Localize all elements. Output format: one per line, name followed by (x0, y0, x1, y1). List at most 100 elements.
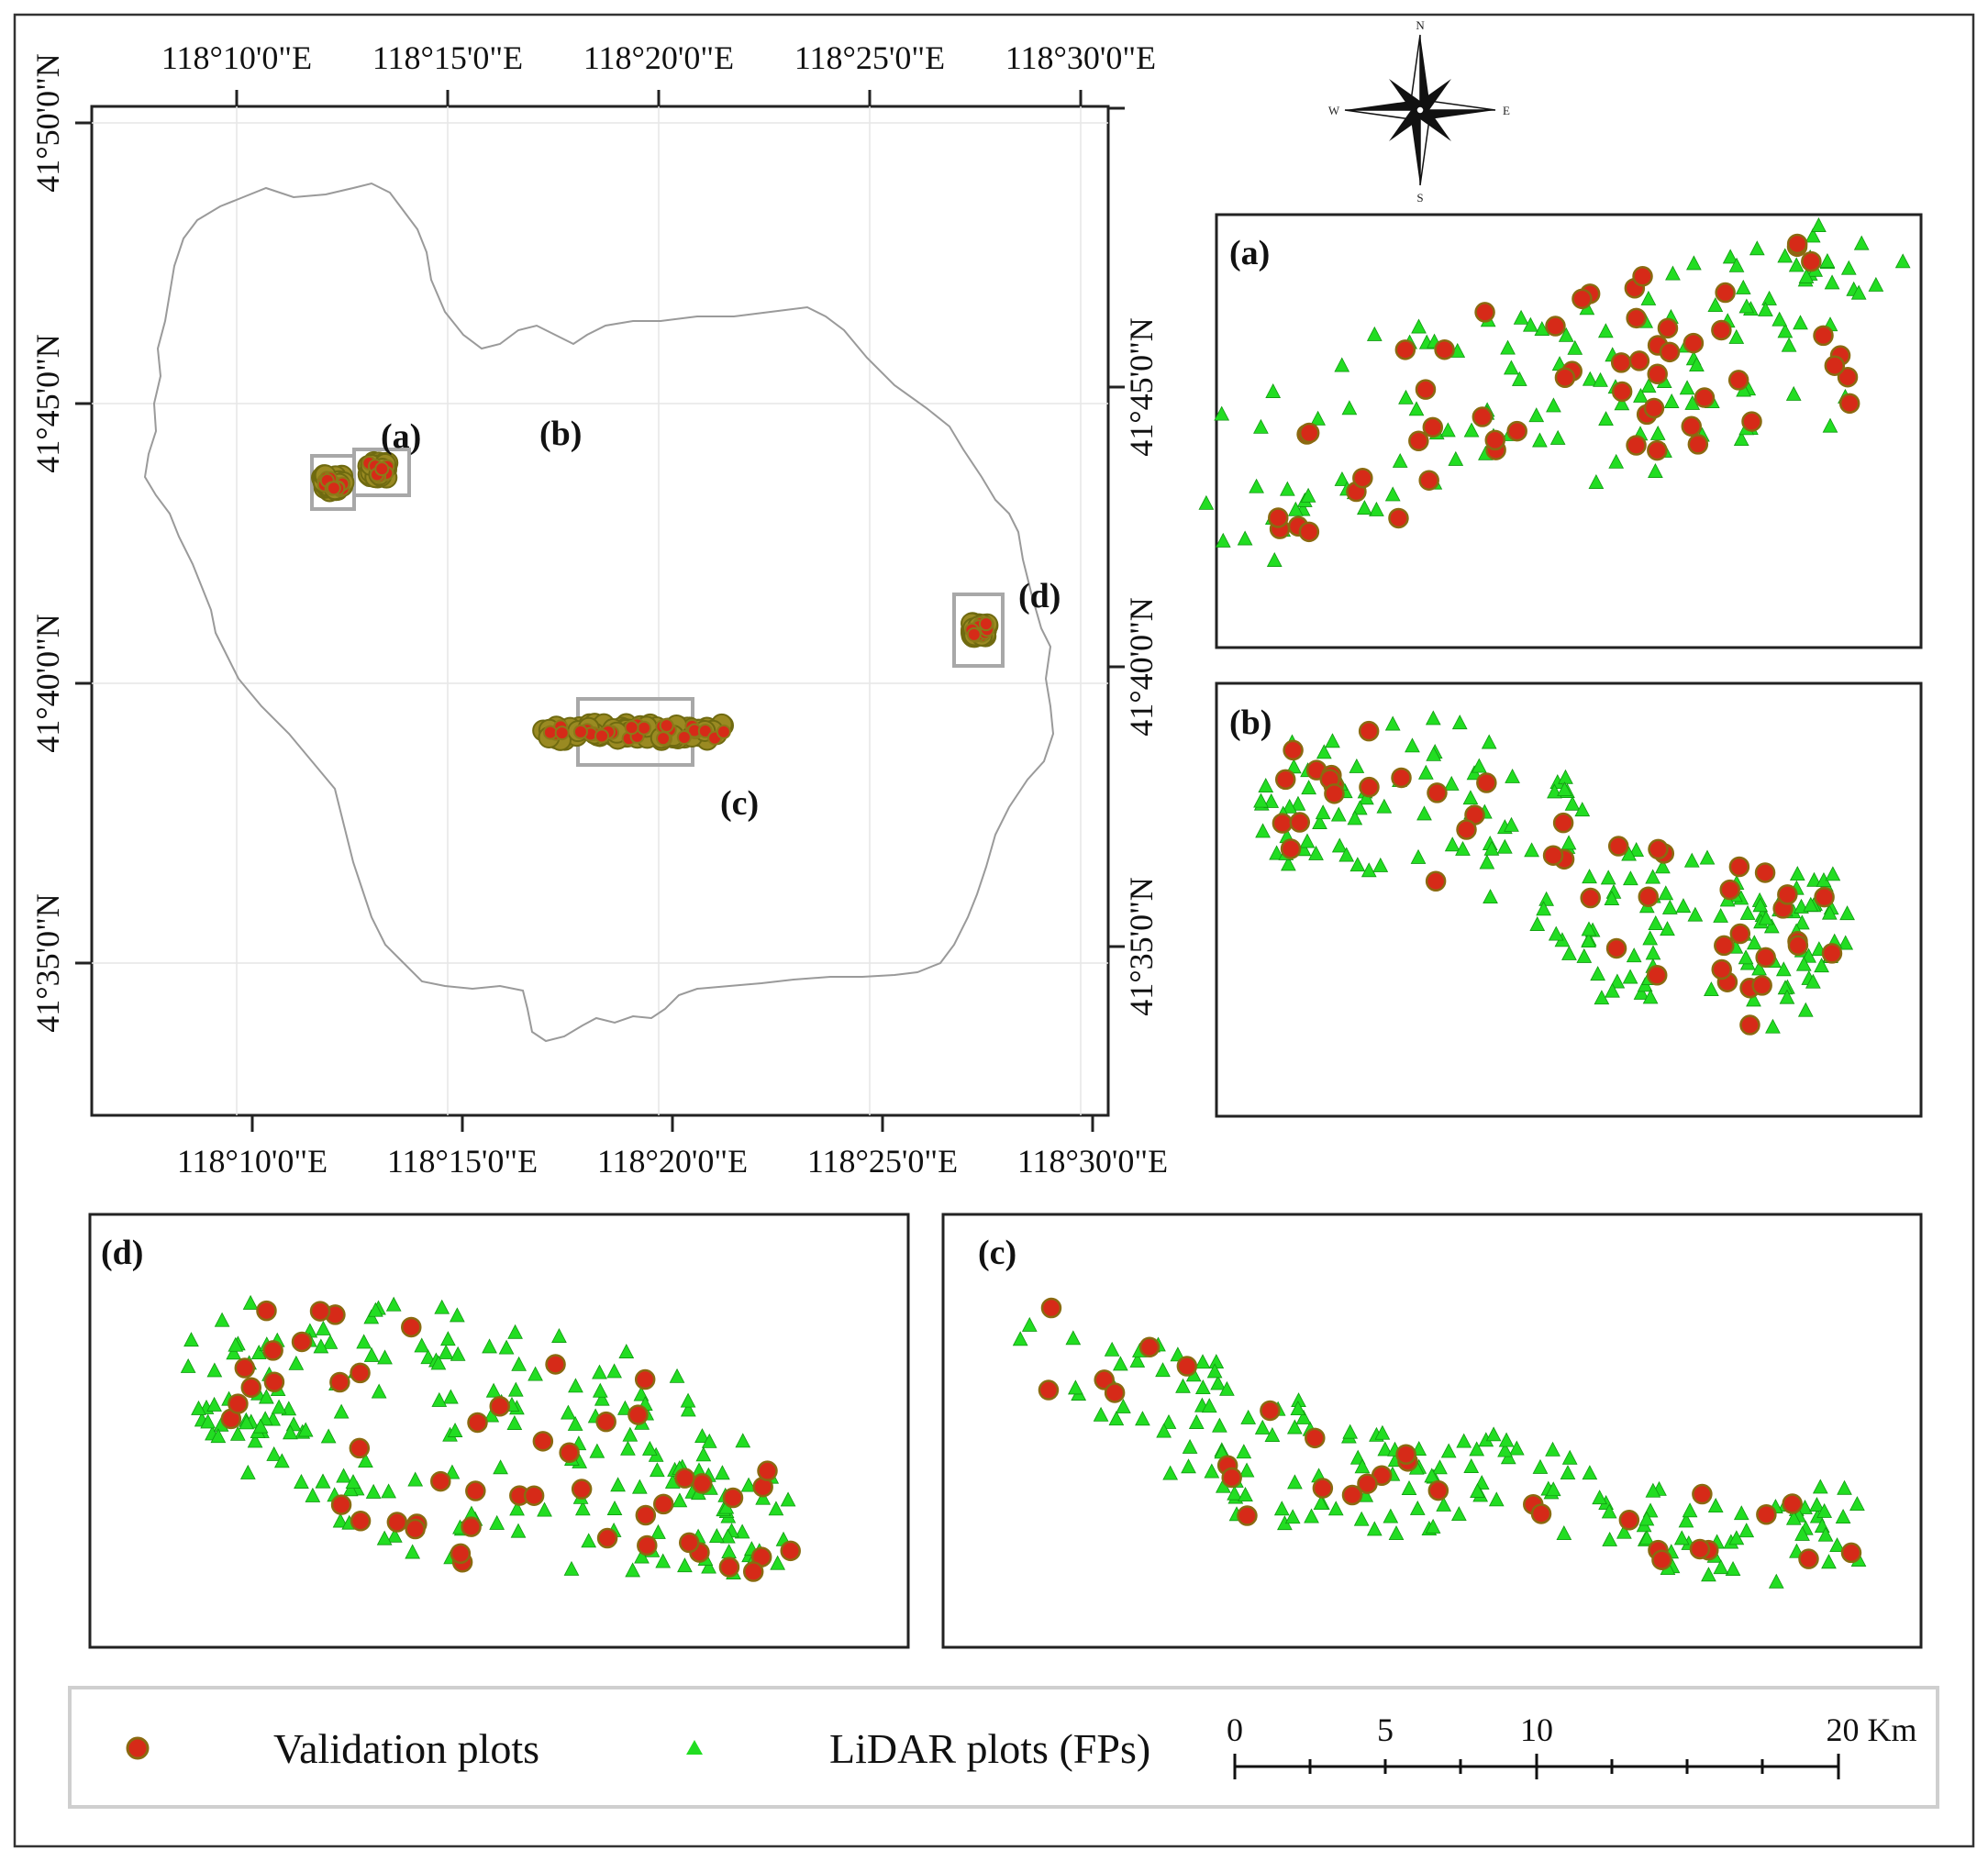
validation-plot-marker (1268, 507, 1289, 528)
validation-plot-marker (1422, 416, 1444, 438)
lidar-plot-marker (1304, 1508, 1319, 1523)
lidar-plot-marker (305, 1487, 321, 1502)
lidar-plot-marker (1524, 842, 1539, 858)
lidar-plot-marker (191, 1400, 206, 1415)
lidar-plot-marker (1777, 248, 1794, 263)
validation-plot-marker (262, 1340, 283, 1361)
validation-plot-marker (1341, 1484, 1363, 1506)
lidar-plot-marker (1410, 848, 1427, 864)
lidar-plot-marker (1068, 1379, 1083, 1395)
inset-c: (c) (941, 1213, 1923, 1649)
lidar-plot-marker (1816, 1502, 1833, 1518)
lidar-plot-marker (1411, 318, 1427, 334)
validation-plot-marker (722, 1487, 744, 1509)
lidar-plot-marker (1479, 854, 1495, 870)
lidar-plot-marker (1805, 973, 1821, 989)
lidar-plot-marker (1206, 1363, 1223, 1379)
lidar-plot-marker (1300, 487, 1316, 503)
lidar-plot-marker (1129, 1352, 1146, 1368)
lidar-plot-marker (229, 1425, 246, 1441)
lidar-plot-marker (1532, 432, 1548, 448)
scale-label-10: 10 (1520, 1711, 1553, 1748)
validation-plot-marker (1648, 838, 1669, 860)
right-tick-label: 41°35'0"N (1123, 877, 1160, 1016)
validation-plot-marker (1040, 1297, 1062, 1319)
cluster-box-a-right (352, 448, 411, 497)
validation-plot-marker (291, 1331, 313, 1353)
validation-plot-marker (1801, 250, 1822, 272)
lidar-plot-marker (365, 1483, 382, 1499)
lidar-plot-marker (1561, 945, 1577, 960)
lidar-plot-marker (371, 1383, 387, 1399)
validation-plot-marker (1777, 884, 1798, 905)
lidar-plot-marker (252, 1418, 269, 1434)
lidar-plot-marker (1794, 1525, 1810, 1541)
validation-plot-marker (1554, 367, 1576, 388)
lidar-plot-marker (239, 1414, 255, 1430)
lidar-plot-marker (1560, 835, 1577, 850)
lidar-plot-marker (606, 1500, 623, 1515)
legend-validation-symbol (126, 1736, 150, 1760)
lidar-plot-marker (1567, 339, 1583, 355)
validation-plot-marker (350, 1511, 372, 1532)
lidar-plot-marker (1814, 958, 1829, 973)
lidar-plot-marker (1811, 217, 1827, 232)
lidar-plot-marker (297, 1422, 314, 1437)
lidar-plot-marker (1701, 1567, 1716, 1582)
lidar-plot-marker (1331, 837, 1348, 853)
lidar-plot-marker (1210, 1375, 1227, 1390)
lidar-plot-marker (336, 1468, 351, 1483)
validation-plot-marker (1395, 1444, 1416, 1465)
lidar-plot-marker (1616, 1523, 1632, 1539)
lidar-plot-marker (1598, 411, 1614, 426)
validation-plot-marker (674, 1468, 695, 1489)
lidar-plot-marker (1793, 315, 1808, 330)
lidar-plot-marker (1483, 889, 1498, 904)
lidar-plot-marker (634, 1548, 650, 1564)
lidar-plot-marker (1299, 833, 1316, 848)
validation-plot-marker (1647, 363, 1668, 385)
validation-plot-marker (691, 1473, 713, 1494)
lidar-plot-marker (1238, 1462, 1255, 1478)
north-arrow-compass: N S E W (1328, 18, 1510, 205)
lidar-plot-marker (1188, 1414, 1205, 1429)
lidar-plot-marker (1440, 422, 1456, 438)
lidar-plot-marker (1227, 1485, 1242, 1501)
inset-c-points (1012, 1297, 1867, 1589)
lidar-plot-marker (1198, 494, 1215, 510)
scale-bar (1233, 1754, 1840, 1779)
lidar-plot-marker (574, 1501, 591, 1516)
lidar-plot-marker (1341, 400, 1358, 415)
lidar-plot-marker (356, 1334, 372, 1349)
lidar-plot-marker (631, 1479, 648, 1494)
lidar-plot-marker (734, 1523, 750, 1539)
lidar-plot-marker (1758, 910, 1774, 925)
validation-plot-marker (1611, 381, 1633, 403)
lidar-plot-marker (680, 1401, 696, 1417)
lidar-plot-marker (1295, 1409, 1312, 1424)
lidar-plot-marker (740, 1477, 757, 1492)
lidar-plot-marker (283, 1424, 298, 1440)
lidar-plot-marker (1316, 744, 1332, 759)
validation-plot-marker (1530, 1503, 1552, 1524)
lidar-plot-marker (509, 1501, 525, 1516)
left-tick-label: 41°40'0"N (29, 614, 66, 753)
compass-e: E (1503, 104, 1510, 117)
lidar-plot-marker (316, 1320, 331, 1335)
lidar-plot-marker (1642, 989, 1659, 1004)
lidar-plot-marker (1194, 1379, 1211, 1395)
lidar-plot-marker (407, 1471, 424, 1487)
lidar-plot-marker (1357, 500, 1372, 515)
validation-plot-marker (1739, 1014, 1760, 1036)
lidar-plot-marker (183, 1332, 199, 1347)
cluster-validation-marker (326, 481, 341, 496)
lidar-plot-marker (1785, 1510, 1802, 1525)
lidar-plot-marker (701, 1433, 717, 1448)
lidar-plot-marker (332, 1512, 349, 1528)
inset-b-points (1253, 710, 1855, 1036)
lidar-plot-marker (1269, 845, 1284, 860)
lidar-plot-marker (1739, 904, 1756, 920)
region-label-b: (b) (539, 415, 582, 453)
lidar-plot-marker (1285, 759, 1302, 774)
validation-plot-marker (309, 1301, 331, 1322)
